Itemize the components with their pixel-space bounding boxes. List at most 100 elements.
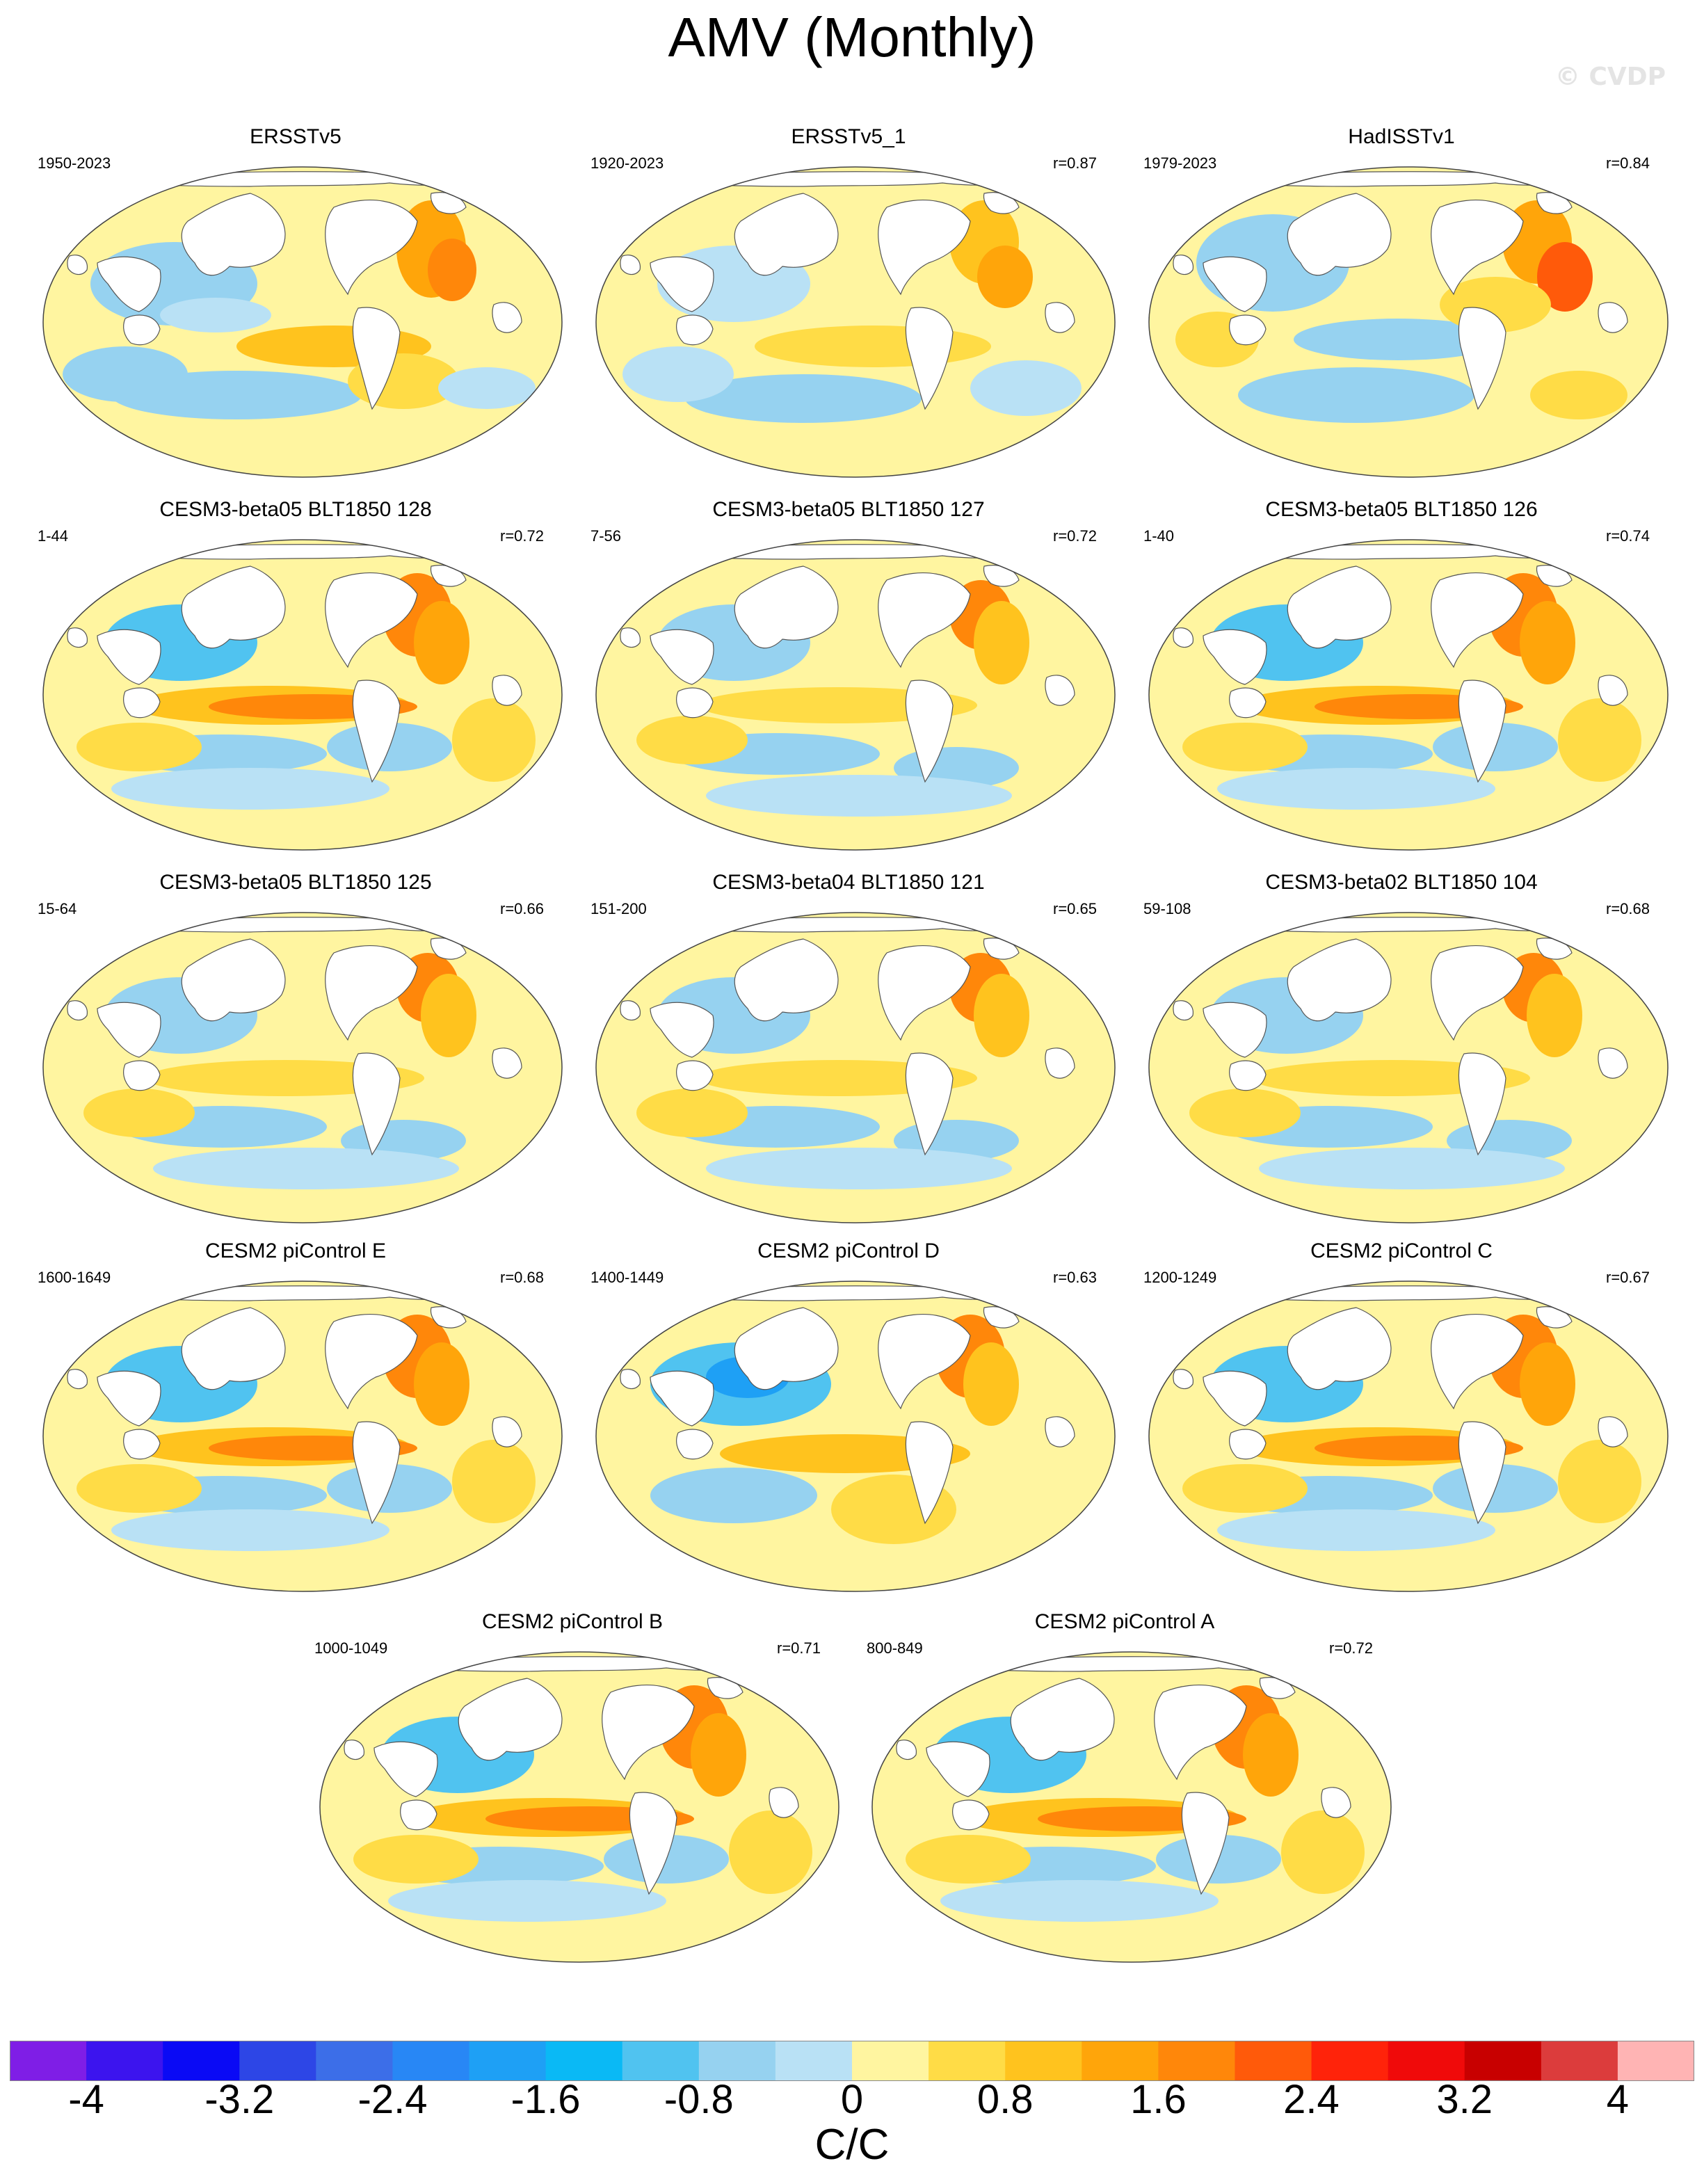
sst-map [595,1280,1116,1592]
anomaly-region [1217,768,1495,810]
anomaly-region [974,974,1029,1057]
panel-period: 1600-1649 [38,1269,111,1286]
anomaly-region [1530,371,1627,419]
panel-title: CESM3-beta04 BLT1850 121 [712,871,985,894]
anomaly-region [153,1148,459,1189]
panel-title: HadISSTv1 [1348,125,1455,148]
land-mask [1209,1285,1607,1301]
panel-correlation: r=0.84 [1606,154,1650,172]
panel-title: CESM2 piControl B [481,1610,664,1633]
land-mask [650,1002,714,1058]
colorbar-box [163,2041,240,2081]
anomaly-region [706,775,1012,817]
panel-period: 1-40 [1143,527,1175,545]
colorbar-tick-label: 3.2 [1436,2077,1493,2122]
sst-map [595,539,1116,851]
colorbar-box [1464,2041,1542,2081]
anomaly-region [963,1475,1061,1530]
colorbar-tick-label: 0.8 [976,2077,1034,2122]
land-mask [1287,565,1392,649]
land-mask [1287,1307,1392,1390]
land-mask [734,1307,839,1390]
panel-period: 151-200 [590,900,647,917]
panel-period: 1200-1249 [1143,1269,1217,1286]
anomaly-region [940,1880,1219,1922]
anomaly-region [421,974,476,1057]
panel-period: 1920-2023 [590,154,664,172]
land-mask [1431,572,1524,668]
anomaly-region [906,1835,1031,1884]
colorbar-tick-label: 4 [1606,2077,1630,2122]
colorbar-box [86,2041,163,2081]
land-mask [123,314,161,346]
anomaly-region [963,1342,1019,1426]
land-mask [1229,687,1267,718]
anomaly-region [111,1509,389,1551]
panel-title: ERSSTv5_1 [791,125,906,148]
land-mask [97,1370,161,1427]
land-mask [1173,1000,1194,1021]
land-mask [905,1421,954,1525]
land-mask [1045,675,1075,706]
land-mask [181,565,286,649]
land-mask [933,1656,1331,1672]
anomaly-region [83,1089,195,1137]
land-mask [181,1307,286,1390]
land-mask [1045,1047,1075,1079]
land-mask [492,675,522,706]
land-mask [1458,680,1506,783]
sst-map [319,1651,839,1963]
colorbar-box [698,2041,776,2081]
panel-period: 15-64 [38,900,77,917]
land-mask [878,945,971,1041]
anomaly-region [353,1835,479,1884]
anomaly-region [1558,1440,1641,1523]
panel-title: ERSSTv5 [250,125,341,148]
land-mask [734,938,839,1022]
land-mask [1203,1370,1267,1427]
panel-title: CESM3-beta05 BLT1850 127 [712,498,985,521]
land-mask [878,200,971,296]
anomaly-region [452,698,536,782]
anomaly-region [1243,1713,1299,1797]
land-mask [657,544,1054,560]
land-mask [1458,1421,1506,1525]
anomaly-region [452,1440,536,1523]
land-mask [878,572,971,668]
colorbar-tick-label: -4 [68,2077,104,2122]
sst-map [1148,166,1669,478]
anomaly-region [388,1880,666,1922]
anomaly-region [111,768,389,810]
land-mask [1045,1416,1075,1447]
panel-period: 1950-2023 [38,154,111,172]
land-mask [104,1285,501,1301]
land-mask [650,1370,714,1427]
colorbar-tick-label: 1.6 [1130,2077,1187,2122]
anomaly-region [1182,723,1308,771]
land-mask [492,302,522,333]
map-panel: CESM2 piControl C 1200-1249 r=0.67 [1134,1239,1669,1592]
land-mask [1181,1792,1230,1895]
land-mask [1209,917,1607,933]
land-mask [1431,945,1524,1041]
land-mask [1458,1052,1506,1156]
colorbar-tick-label: -2.4 [357,2077,428,2122]
panel-title: CESM3-beta05 BLT1850 128 [159,498,432,521]
panel-correlation: r=0.87 [1053,154,1097,172]
panel-title: CESM2 piControl E [204,1239,387,1262]
land-mask [1209,171,1607,187]
land-mask [352,1421,401,1525]
anomaly-region [1294,319,1502,360]
panel-period: 1000-1049 [314,1639,388,1657]
panel-period: 59-108 [1143,900,1191,917]
colorbar-box [1005,2041,1082,2081]
sst-map [1148,1280,1669,1592]
land-mask [620,627,641,648]
land-mask [1229,314,1267,346]
colorbar-box [239,2041,316,2081]
land-mask [1045,302,1075,333]
panel-title: CESM3-beta05 BLT1850 126 [1265,498,1538,521]
land-mask [1229,1060,1267,1091]
colorbar-label: C/C [814,2121,890,2169]
colorbar-box [622,2041,700,2081]
